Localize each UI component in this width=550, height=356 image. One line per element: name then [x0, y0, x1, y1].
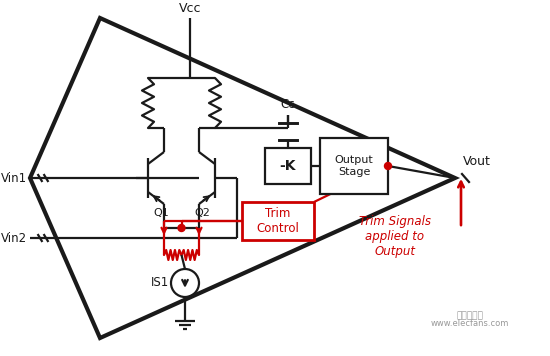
FancyBboxPatch shape [265, 148, 311, 184]
Text: Vout: Vout [463, 155, 491, 168]
Text: Trim
Control: Trim Control [256, 207, 299, 235]
Text: Vin2: Vin2 [1, 231, 27, 245]
Text: www.elecfans.com: www.elecfans.com [431, 319, 509, 328]
Text: IS1: IS1 [151, 277, 169, 289]
FancyBboxPatch shape [242, 202, 314, 240]
Text: Cc: Cc [280, 98, 295, 111]
Text: Output
Stage: Output Stage [334, 155, 373, 177]
Circle shape [178, 225, 185, 231]
Text: Vin1: Vin1 [1, 172, 27, 184]
Text: Q2: Q2 [194, 208, 210, 218]
Text: -K: -K [280, 159, 296, 173]
Text: 电子发烧友: 电子发烧友 [456, 311, 483, 320]
FancyBboxPatch shape [320, 138, 388, 194]
Text: Q1: Q1 [153, 208, 169, 218]
Text: Trim Signals
applied to
Output: Trim Signals applied to Output [359, 215, 431, 258]
Text: Vcc: Vcc [179, 2, 201, 15]
Circle shape [384, 162, 392, 169]
